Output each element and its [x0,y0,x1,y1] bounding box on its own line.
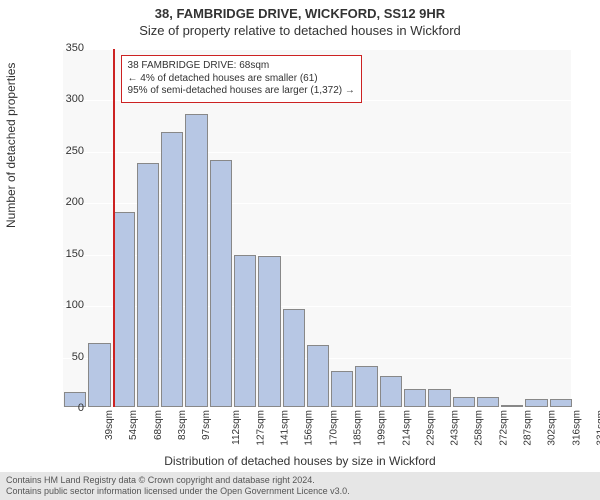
histogram-bar [88,343,110,407]
callout-line: ← 4% of detached houses are smaller (61) [128,73,355,86]
x-tick-label: 258sqm [474,410,485,446]
histogram-bar [210,160,232,407]
histogram-bar [283,309,305,407]
y-tick-label: 100 [44,299,84,311]
histogram-bar [404,389,426,408]
page-title: 38, FAMBRIDGE DRIVE, WICKFORD, SS12 9HR [0,0,600,21]
x-tick-label: 156sqm [304,410,315,446]
histogram-bar [428,389,450,408]
y-tick-label: 350 [44,42,84,54]
x-tick-label: 83sqm [177,410,188,440]
x-tick-label: 39sqm [104,410,115,440]
x-tick-label: 287sqm [523,410,534,446]
x-tick-label: 229sqm [425,410,436,446]
x-tick-label: 199sqm [377,410,388,446]
x-tick-label: 316sqm [571,410,582,446]
histogram-bar [355,366,377,407]
x-tick-label: 112sqm [230,410,241,445]
histogram-bar [137,163,159,407]
grid-line [63,152,571,153]
page-subtitle: Size of property relative to detached ho… [0,21,600,38]
histogram-bar [161,132,183,407]
x-tick-label: 54sqm [128,410,139,440]
x-axis-label: Distribution of detached houses by size … [0,454,600,468]
grid-line [63,49,571,50]
histogram-bar [258,256,280,407]
footer-attribution: Contains HM Land Registry data © Crown c… [0,472,600,500]
y-tick-label: 50 [44,351,84,363]
plot-area: 38 FAMBRIDGE DRIVE: 68sqm← 4% of detache… [62,48,572,408]
x-tick-label: 331sqm [595,410,600,446]
y-tick-label: 0 [44,402,84,414]
histogram-bar [185,114,207,407]
x-tick-label: 170sqm [328,410,339,446]
histogram-bar [550,399,572,407]
y-tick-label: 250 [44,145,84,157]
x-tick-label: 97sqm [201,410,212,440]
plot-background: 38 FAMBRIDGE DRIVE: 68sqm← 4% of detache… [62,48,572,408]
histogram-bar [453,397,475,407]
x-tick-label: 185sqm [353,410,364,446]
y-tick-label: 300 [44,93,84,105]
callout-line: 38 FAMBRIDGE DRIVE: 68sqm [128,60,355,73]
property-marker-line [113,49,115,407]
histogram-bar [234,255,256,407]
x-tick-label: 127sqm [255,410,266,446]
callout-box: 38 FAMBRIDGE DRIVE: 68sqm← 4% of detache… [121,55,362,103]
histogram-bar [307,345,329,407]
callout-line: 95% of semi-detached houses are larger (… [128,85,355,98]
footer-line-1: Contains HM Land Registry data © Crown c… [6,475,594,486]
histogram-bar [501,405,523,407]
histogram-bar [113,212,135,407]
y-tick-label: 150 [44,248,84,260]
grid-line [63,409,571,410]
histogram-bar [331,371,353,407]
x-tick-label: 214sqm [401,410,412,446]
x-tick-label: 68sqm [153,410,164,440]
histogram-bar [380,376,402,407]
x-tick-label: 243sqm [450,410,461,446]
histogram-bar [525,399,547,407]
y-tick-label: 200 [44,196,84,208]
x-tick-label: 141sqm [280,410,291,446]
x-tick-label: 272sqm [498,410,509,446]
y-axis-label: Number of detached properties [4,63,18,228]
footer-line-2: Contains public sector information licen… [6,486,594,497]
x-tick-label: 302sqm [547,410,558,446]
histogram-bar [477,397,499,407]
